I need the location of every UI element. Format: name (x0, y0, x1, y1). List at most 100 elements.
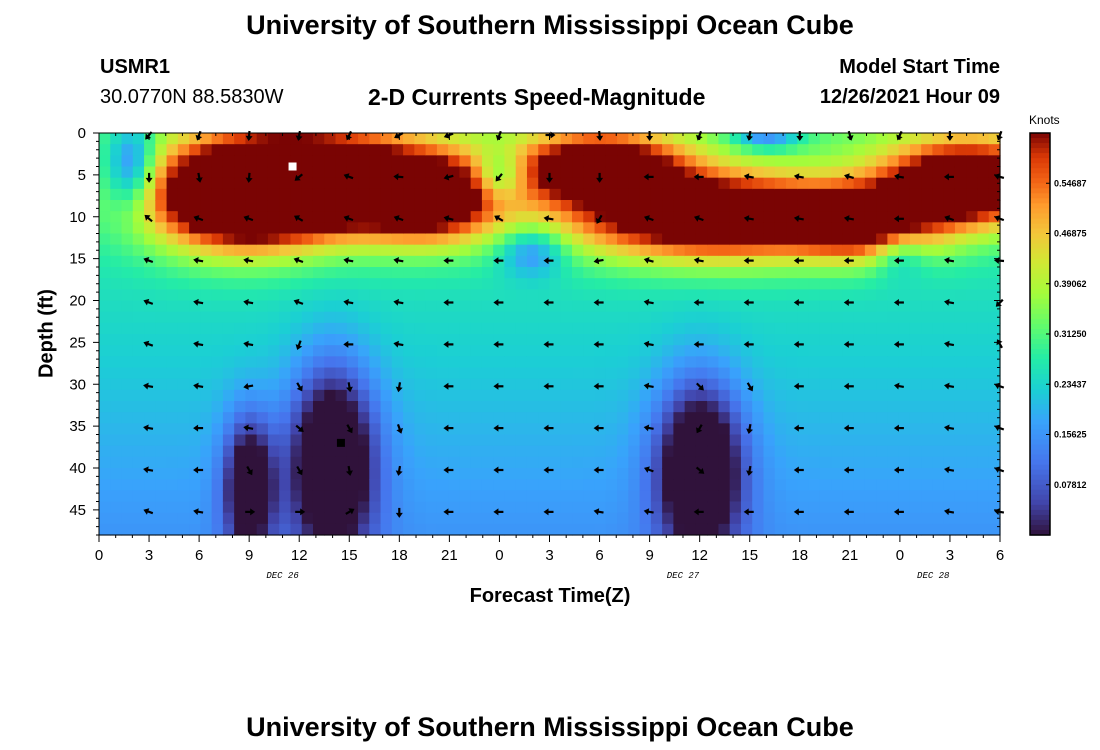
current-arrow (743, 299, 754, 306)
y-tick-label: 5 (78, 167, 86, 184)
current-arrow (843, 215, 854, 222)
x-tick-label: 12 (691, 547, 708, 564)
current-arrow (593, 382, 604, 390)
x-tick-label: 15 (741, 547, 758, 564)
y-tick-label: 45 (69, 502, 86, 519)
current-arrow (596, 214, 603, 224)
current-arrow (746, 382, 754, 392)
colorbar: Knots 0.07812 0.15625 0.23437 0.31250 0.39062… (1029, 113, 1087, 536)
current-arrow (145, 172, 153, 183)
current-arrow (743, 340, 754, 348)
current-arrow (293, 257, 304, 264)
current-arrow (894, 382, 904, 390)
current-arrow (345, 508, 355, 515)
current-arrow (893, 466, 904, 474)
current-arrow (843, 382, 854, 390)
current-arrow (393, 173, 404, 181)
current-arrow (294, 215, 304, 222)
current-arrow (793, 257, 804, 265)
current-arrow (343, 215, 354, 222)
current-arrow (393, 340, 404, 348)
current-arrow (894, 173, 904, 181)
current-arrow (693, 340, 704, 348)
x-tick-label: 12 (291, 547, 308, 564)
current-arrow (593, 466, 604, 474)
current-arrow (944, 215, 955, 222)
current-arrow (793, 508, 804, 516)
x-tick-label: 21 (841, 547, 858, 564)
x-tick-label: 18 (791, 547, 808, 564)
x-tick-label: 3 (545, 547, 553, 564)
current-arrow (493, 340, 504, 348)
data-marker (336, 438, 345, 447)
y-tick-label: 10 (69, 209, 86, 226)
current-arrow (243, 298, 254, 306)
y-axis-label: Depth (ft) (35, 289, 58, 378)
plot-title: 2-D Currents Speed-Magnitude (368, 84, 706, 110)
current-arrow (193, 508, 204, 516)
current-arrow (793, 215, 804, 222)
current-arrow (343, 257, 354, 264)
date-label: DEC 27 (667, 571, 700, 581)
current-arrow (943, 173, 954, 181)
current-arrow (693, 508, 704, 516)
current-arrow (743, 257, 754, 265)
current-arrow (593, 508, 604, 516)
x-tick-label: 3 (946, 547, 954, 564)
current-arrow (543, 215, 554, 222)
current-arrow (643, 298, 654, 306)
current-arrow (343, 340, 354, 348)
current-arrow (246, 465, 253, 476)
current-arrow (695, 466, 705, 474)
current-arrow (743, 173, 754, 181)
current-arrow (593, 257, 604, 265)
current-arrow (243, 340, 254, 348)
current-arrow (493, 424, 504, 432)
current-arrow (944, 466, 955, 474)
colorbar-tick-label: 0.31250 (1054, 329, 1087, 339)
current-arrow (143, 298, 154, 306)
current-arrow (944, 382, 955, 390)
date-label: DEC 28 (917, 571, 950, 581)
current-arrow (493, 299, 504, 306)
current-arrow (243, 257, 254, 264)
current-arrow (443, 382, 454, 390)
x-tick-label: 6 (595, 547, 603, 564)
current-arrow (443, 257, 454, 265)
x-tick-label: 9 (245, 547, 253, 564)
y-tick-label: 35 (69, 418, 86, 435)
current-arrow (143, 424, 154, 432)
colorbar-tick-label: 0.46875 (1054, 229, 1087, 239)
current-arrow (893, 299, 904, 306)
current-arrow (243, 383, 254, 390)
arrow-field (143, 130, 1005, 518)
current-arrow (296, 465, 303, 476)
current-arrow (443, 173, 454, 181)
current-arrow (546, 172, 553, 183)
current-arrow (793, 173, 804, 181)
current-arrow (843, 340, 854, 348)
main-title: University of Southern Mississippi Ocean… (246, 10, 854, 40)
current-arrow (295, 340, 303, 350)
current-arrow (843, 508, 854, 516)
current-arrow (643, 340, 654, 348)
x-axis: 0 3 6 9 12 15 18 21 0 3 6 9 12 15 18 21 0 3 6 DEC 26 DEC 27 D… (95, 133, 1004, 581)
current-arrow (793, 382, 804, 390)
current-arrow (593, 424, 604, 432)
current-arrow (443, 508, 454, 516)
current-arrow (193, 298, 204, 306)
current-arrow (643, 424, 654, 432)
current-arrow (893, 215, 904, 223)
current-arrow (543, 299, 554, 306)
x-tick-label: 0 (896, 547, 904, 564)
current-arrow (143, 382, 154, 390)
x-tick-label: 9 (645, 547, 653, 564)
y-tick-label: 30 (69, 376, 86, 393)
current-arrow (193, 340, 204, 348)
current-arrow (643, 508, 654, 516)
current-arrow (643, 173, 654, 181)
current-arrow (443, 424, 454, 432)
current-arrow (843, 299, 854, 306)
current-arrow (193, 215, 204, 222)
